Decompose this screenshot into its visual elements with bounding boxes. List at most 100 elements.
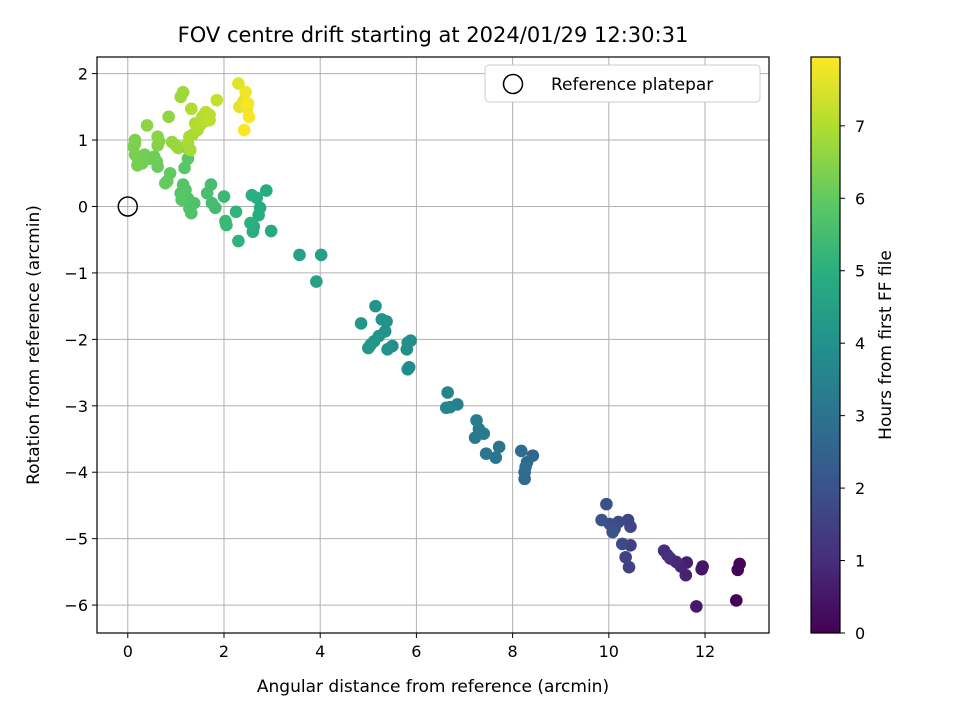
- data-point: [241, 97, 255, 110]
- y-tick-label: −2: [64, 330, 88, 349]
- grid-lines: [97, 57, 769, 633]
- y-tick-label: 0: [78, 197, 88, 216]
- data-point: [441, 386, 454, 399]
- x-axis-label: Angular distance from reference (arcmin): [257, 677, 609, 697]
- y-tick-label: −6: [64, 596, 88, 615]
- data-point: [695, 562, 708, 576]
- data-point: [205, 196, 219, 210]
- data-point: [518, 472, 531, 486]
- data-point: [439, 401, 453, 415]
- data-point: [606, 525, 619, 539]
- data-point: [615, 537, 629, 551]
- data-point: [621, 513, 635, 527]
- data-point: [232, 234, 245, 248]
- data-point: [622, 560, 636, 574]
- legend-box: [484, 64, 761, 103]
- data-point: [217, 190, 231, 203]
- data-point: [219, 214, 232, 228]
- data-point: [375, 313, 389, 326]
- data-point: [260, 184, 273, 197]
- colorbar-tick-label: 2: [855, 479, 865, 498]
- y-axis-ticks: −6 −5 −4 −3 −2 −1 0 1 2: [64, 65, 97, 615]
- x-tick-label: 12: [695, 642, 715, 661]
- data-point: [128, 133, 142, 147]
- data-point: [381, 343, 394, 356]
- data-point: [210, 93, 224, 107]
- data-point: [252, 208, 265, 222]
- y-tick-label: −3: [64, 397, 88, 416]
- x-tick-label: 10: [599, 642, 619, 661]
- colorbar-label: Hours from first FF file: [876, 250, 896, 440]
- data-point: [162, 110, 175, 124]
- data-point: [362, 341, 375, 355]
- y-tick-label: −5: [64, 530, 88, 549]
- y-tick-label: −1: [64, 264, 88, 283]
- data-point: [244, 216, 257, 230]
- x-axis-ticks: 0 2 4 6 8 10 12: [123, 633, 715, 661]
- y-tick-label: 1: [78, 131, 88, 150]
- data-point: [237, 123, 251, 137]
- x-tick-label: 8: [508, 642, 518, 661]
- colorbar-tick-label: 5: [855, 262, 865, 281]
- colorbar-tick-label: 0: [855, 624, 865, 643]
- data-point: [140, 119, 154, 132]
- x-tick-label: 2: [219, 642, 229, 661]
- data-point: [661, 548, 674, 562]
- data-point: [293, 248, 306, 262]
- data-point: [264, 224, 278, 238]
- colorbar-ticks: 0 1 2 3 4 5 6 7: [840, 117, 865, 643]
- data-point: [174, 186, 187, 200]
- y-tick-label: 2: [78, 65, 88, 84]
- data-point: [514, 444, 528, 458]
- data-point: [479, 447, 493, 460]
- colorbar-tick-label: 6: [855, 189, 865, 208]
- legend-label: Reference platepar: [551, 75, 713, 95]
- data-point: [600, 497, 613, 511]
- data-point: [468, 431, 482, 444]
- y-axis-label: Rotation from reference (arcmin): [24, 205, 44, 485]
- colorbar-tick-label: 1: [855, 552, 865, 571]
- plot-frame: [96, 56, 770, 634]
- data-point: [239, 85, 252, 99]
- data-point: [729, 594, 743, 607]
- colorbar-tick-label: 3: [855, 407, 865, 426]
- data-point: [203, 113, 216, 127]
- data-point: [159, 176, 172, 190]
- data-point: [151, 130, 164, 144]
- data-point: [492, 440, 506, 454]
- data-point: [619, 550, 632, 564]
- data-point: [354, 317, 368, 330]
- x-tick-label: 0: [123, 642, 133, 661]
- x-tick-label: 6: [411, 642, 421, 661]
- data-point: [184, 143, 197, 157]
- x-tick-label: 4: [315, 642, 325, 661]
- reference-marker: [117, 196, 139, 217]
- data-point: [489, 451, 503, 464]
- data-point: [401, 336, 415, 349]
- colorbar-tick-label: 4: [855, 334, 865, 353]
- colorbar-gradient: [810, 56, 841, 634]
- colorbar: 0 1 2 3 4 5 6 7 Hours from first FF file: [810, 56, 896, 643]
- data-point: [232, 77, 245, 90]
- legend: Reference platepar: [484, 64, 761, 103]
- data-point: [229, 205, 243, 219]
- y-tick-label: −4: [64, 463, 88, 482]
- data-point: [519, 460, 532, 474]
- data-point: [184, 102, 198, 116]
- data-point: [310, 275, 323, 288]
- data-point: [369, 299, 382, 313]
- data-point: [733, 557, 746, 571]
- data-point: [470, 414, 483, 427]
- data-point: [245, 188, 259, 202]
- data-point: [690, 600, 703, 613]
- data-point: [314, 248, 328, 262]
- data-point: [171, 141, 185, 155]
- data-point: [401, 362, 415, 376]
- data-point: [176, 85, 190, 99]
- data-point: [131, 158, 144, 172]
- data-points: [127, 77, 746, 613]
- data-point: [595, 513, 608, 527]
- colorbar-tick-label: 7: [855, 117, 865, 136]
- chart-title: FOV centre drift starting at 2024/01/29 …: [178, 23, 689, 47]
